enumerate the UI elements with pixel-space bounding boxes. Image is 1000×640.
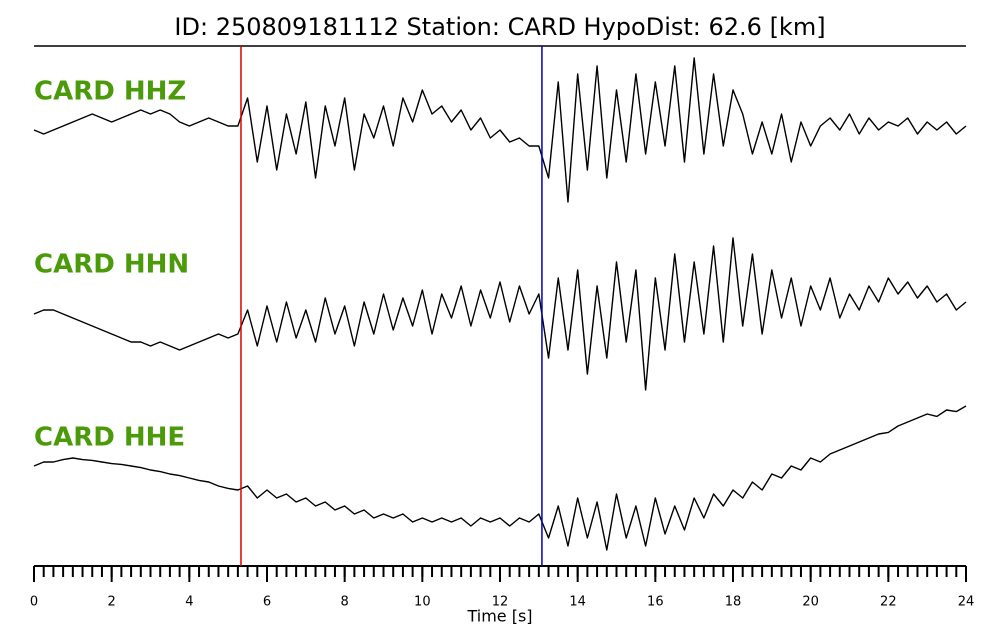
- trace-label: CARD HHZ: [34, 77, 186, 107]
- x-tick-label: 4: [185, 595, 193, 610]
- x-tick-label: 12: [492, 595, 509, 610]
- trace-label: CARD HHN: [34, 250, 189, 280]
- x-tick-label: 0: [30, 595, 38, 610]
- x-tick-label: 18: [725, 595, 742, 610]
- x-tick-label: 6: [263, 595, 271, 610]
- x-tick-label: 14: [569, 595, 586, 610]
- x-tick-label: 10: [414, 595, 431, 610]
- x-tick-label: 2: [108, 595, 116, 610]
- waveform: [33, 405, 967, 551]
- waveform: [33, 237, 967, 391]
- x-tick-label: 22: [880, 595, 897, 610]
- x-tick-label: 20: [802, 595, 819, 610]
- waveform: [33, 57, 967, 203]
- chart-title: ID: 250809181112 Station: CARD HypoDist:…: [174, 13, 825, 41]
- trace-label: CARD HHE: [34, 423, 185, 453]
- x-tick-label: 16: [647, 595, 664, 610]
- x-tick-label: 24: [958, 595, 975, 610]
- x-axis-label: Time [s]: [466, 607, 532, 626]
- x-tick-label: 8: [341, 595, 349, 610]
